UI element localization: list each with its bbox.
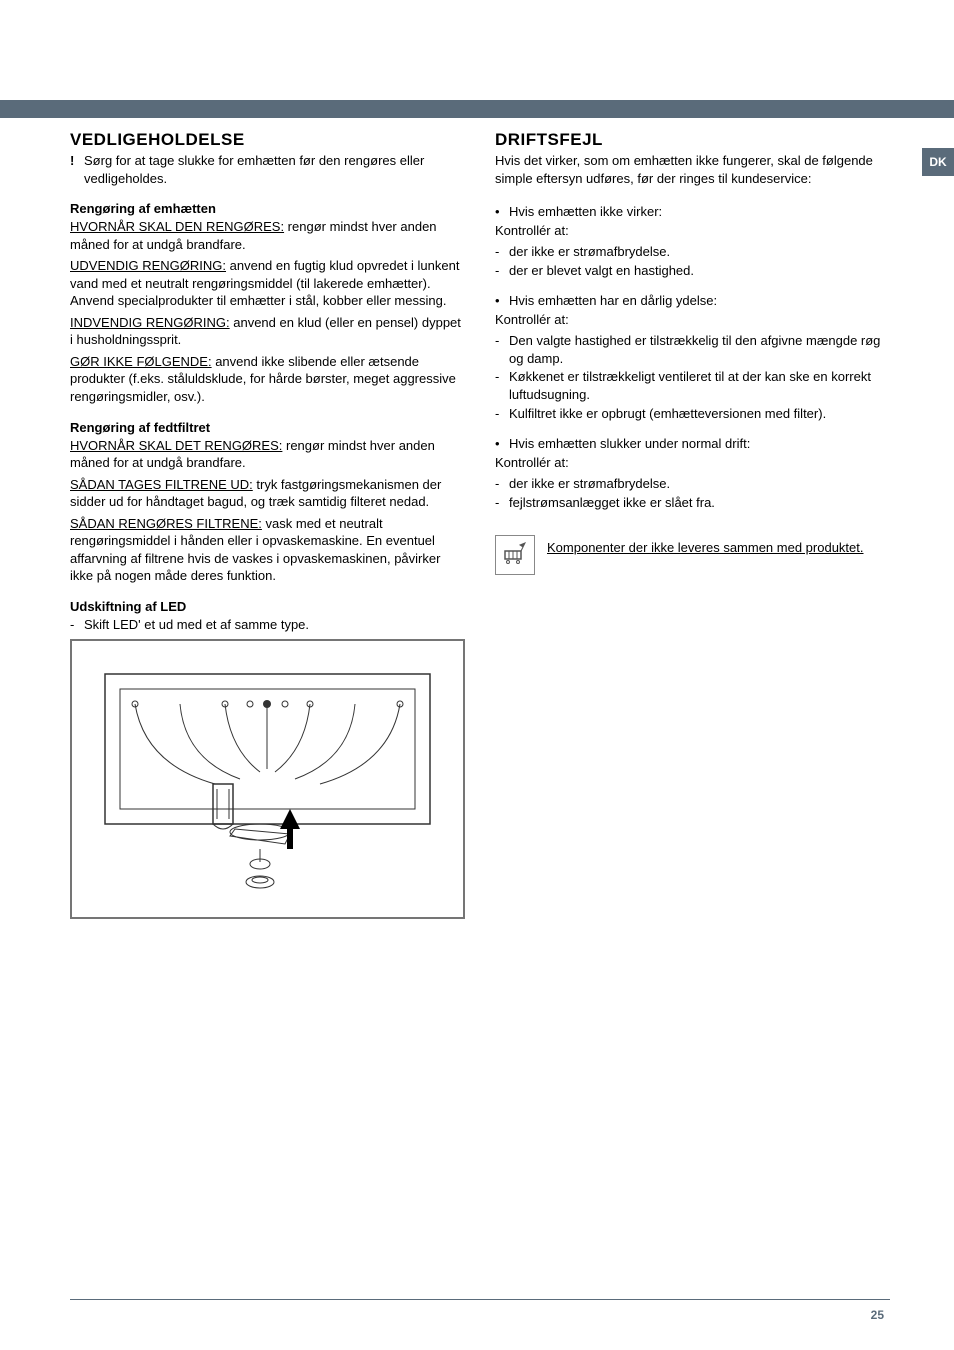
header-bar [0, 100, 954, 118]
g2-d1: Den valgte hastighed er tilstrækkelig ti… [509, 332, 890, 367]
g3-d1: der ikke er strømafbrydelse. [509, 475, 670, 493]
page-content: VEDLIGEHOLDELSE ! Sørg for at tage slukk… [70, 130, 890, 919]
components-note-text: Komponenter der ikke leveres sammen med … [547, 535, 864, 557]
g3-k: Kontrollér at: [495, 454, 890, 472]
faults-heading: DRIFTSFEJL [495, 130, 890, 150]
led-text: Skift LED' et ud med et af samme type. [84, 616, 309, 634]
maintenance-heading: VEDLIGEHOLDELSE [70, 130, 465, 150]
cleaning-out: UDVENDIG RENGØRING: anvend en fugtig klu… [70, 257, 465, 310]
filter-remove: SÅDAN TAGES FILTRENE UD: tryk fastgøring… [70, 476, 465, 511]
filter-when: HVORNÅR SKAL DET RENGØRES: rengør mindst… [70, 437, 465, 472]
filter-diagram [70, 639, 465, 919]
g2-k: Kontrollér at: [495, 311, 890, 329]
g2-d3: Kulfiltret ikke er opbrugt (emhætteversi… [509, 405, 826, 423]
cleaning-when: HVORNÅR SKAL DEN RENGØRES: rengør mindst… [70, 218, 465, 253]
g3-b: Hvis emhætten slukker under normal drift… [509, 435, 750, 453]
g1-d1: der ikke er strømafbrydelse. [509, 243, 670, 261]
faults-intro: Hvis det virker, som om emhætten ikke fu… [495, 152, 890, 187]
g1-k: Kontrollér at: [495, 222, 890, 240]
g1-b: Hvis emhætten ikke virker: [509, 203, 662, 221]
led-list: -Skift LED' et ud med et af samme type. [70, 616, 465, 634]
left-column: VEDLIGEHOLDELSE ! Sørg for at tage slukk… [70, 130, 465, 919]
footer-rule [70, 1299, 890, 1300]
cart-icon [495, 535, 535, 575]
page-number: 25 [871, 1308, 884, 1322]
right-column: DRIFTSFEJL Hvis det virker, som om emhæt… [495, 130, 890, 919]
g1-d2: der er blevet valgt en hastighed. [509, 262, 694, 280]
language-tag: DK [922, 148, 954, 176]
warning-text: Sørg for at tage slukke for emhætten før… [84, 152, 465, 187]
components-note: Komponenter der ikke leveres sammen med … [495, 535, 890, 575]
cleaning-dont: GØR IKKE FØLGENDE: anvend ikke slibende … [70, 353, 465, 406]
g2-b: Hvis emhætten har en dårlig ydelse: [509, 292, 717, 310]
g2-d2: Køkkenet er tilstrækkeligt ventileret ti… [509, 368, 890, 403]
filter-title: Rengøring af fedtfiltret [70, 420, 465, 435]
exclaim-icon: ! [70, 152, 84, 187]
cleaning-hood-title: Rengøring af emhætten [70, 201, 465, 216]
cleaning-in: INDVENDIG RENGØRING: anvend en klud (ell… [70, 314, 465, 349]
warning-line: ! Sørg for at tage slukke for emhætten f… [70, 152, 465, 187]
led-title: Udskiftning af LED [70, 599, 465, 614]
g3-d2: fejlstrømsanlægget ikke er slået fra. [509, 494, 715, 512]
filter-clean: SÅDAN RENGØRES FILTRENE: vask med et neu… [70, 515, 465, 585]
